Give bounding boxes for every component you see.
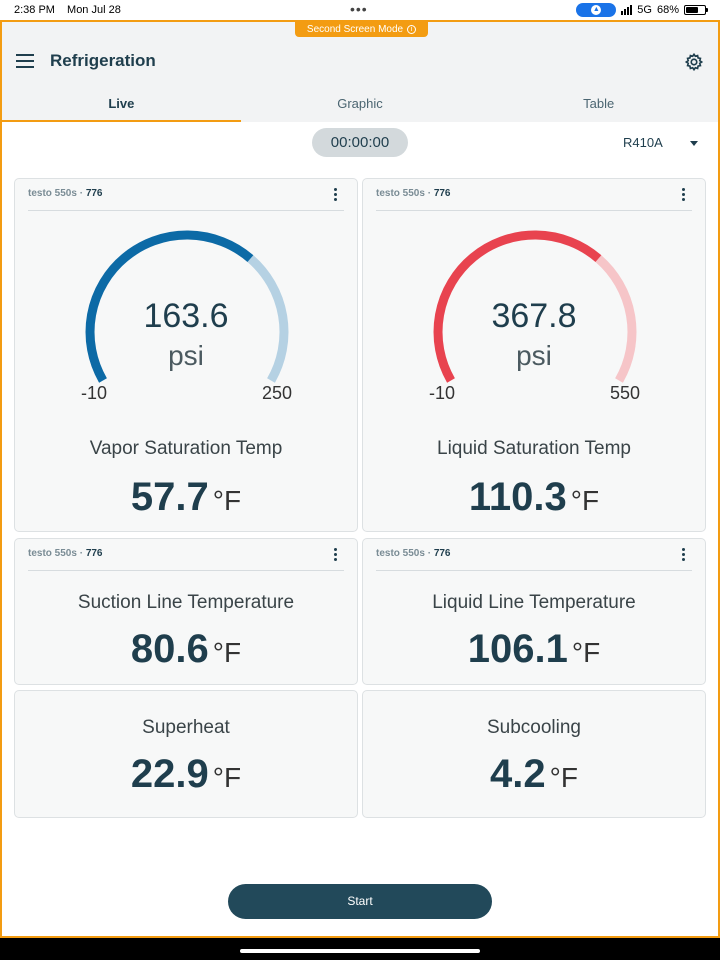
divider xyxy=(28,210,344,211)
card-device-label: testo 550s · 776 xyxy=(28,548,103,559)
measurement-value: 22.9 °F xyxy=(130,752,242,796)
card-device-label: testo 550s · 776 xyxy=(28,188,103,199)
measurement-value: 4.2 °F xyxy=(490,752,578,796)
sensor-card-suction: testo 550s · 776 Suction Line Temperatur… xyxy=(14,538,358,685)
signal-icon xyxy=(621,5,633,15)
battery-percent: 68% xyxy=(656,4,679,16)
measurement-label: Subcooling xyxy=(486,717,582,738)
page-title: Refrigeration xyxy=(50,51,156,70)
network-type: 5G xyxy=(637,4,652,16)
app-window: Refrigeration Live Graphic Table Second … xyxy=(0,20,720,938)
measurement-value: 80.6 °F xyxy=(130,627,242,671)
gauge-min: -10 xyxy=(81,383,108,403)
tab-live[interactable]: Live xyxy=(2,88,241,122)
status-bar: 2:38 PM Mon Jul 28 ••• ▲ 5G 68% xyxy=(0,0,720,20)
calc-card-subcooling: Subcooling 4.2 °F xyxy=(362,690,706,818)
sensor-card-liquid-line: testo 550s · 776 Liquid Line Temperature… xyxy=(362,538,706,685)
tab-table[interactable]: Table xyxy=(583,96,615,111)
battery-icon xyxy=(684,5,708,15)
calc-card-superheat: Superheat 22.9 °F xyxy=(14,690,358,818)
start-button[interactable]: Start xyxy=(228,884,492,919)
hamburger-menu-icon[interactable] xyxy=(16,54,34,68)
gauge-dial xyxy=(433,230,637,383)
divider xyxy=(376,210,692,211)
status-date: Mon Jul 28 xyxy=(67,4,121,16)
gauge-unit: psi xyxy=(516,340,552,371)
measurement-label: Liquid Saturation Temp xyxy=(437,438,631,459)
divider xyxy=(376,570,692,571)
navigation-indicator-icon: ▲ xyxy=(576,3,617,17)
gauge-min: -10 xyxy=(429,383,456,403)
measurement-value: 106.1 °F xyxy=(467,627,601,671)
banner-text: Second Screen Mode xyxy=(306,23,404,35)
card-device-label: testo 550s · 776 xyxy=(376,188,451,199)
measurement-value: 57.7 °F xyxy=(130,475,242,519)
measurement-label: Vapor Saturation Temp xyxy=(89,438,283,459)
status-time: 2:38 PM xyxy=(14,4,55,16)
info-icon[interactable]: i xyxy=(407,24,417,34)
measurement-value: 110.3 °F xyxy=(468,475,600,519)
kebab-icon[interactable] xyxy=(679,548,687,564)
gauge-card-vapor: testo 550s · 776 163.6 psi -10 250 Vapor… xyxy=(14,178,358,532)
timer-display: 00:00:00 xyxy=(312,128,408,157)
kebab-icon[interactable] xyxy=(679,188,687,204)
gauge-value: 367.8 xyxy=(491,297,577,335)
gauge-value: 163.6 xyxy=(143,297,229,335)
home-indicator[interactable] xyxy=(240,949,480,953)
measurement-label: Liquid Line Temperature xyxy=(432,592,636,613)
gauge-card-liquid: testo 550s · 776 367.8 psi -10 550 Liqui… xyxy=(362,178,706,532)
app-header: Refrigeration Live Graphic Table xyxy=(2,22,718,122)
divider xyxy=(28,570,344,571)
gauge-fill xyxy=(85,230,254,383)
kebab-icon[interactable] xyxy=(331,188,339,204)
second-screen-banner: Second Screen Mode i xyxy=(295,21,428,37)
gauge-dial xyxy=(85,230,289,383)
refrigerant-select[interactable]: R410A xyxy=(623,135,663,150)
measurement-label: Suction Line Temperature xyxy=(77,592,295,613)
gear-icon[interactable] xyxy=(684,52,704,72)
tab-bar: Live Graphic Table xyxy=(2,88,718,122)
gauge-track xyxy=(247,255,289,383)
caret-down-icon[interactable] xyxy=(690,141,698,146)
gauge-fill xyxy=(433,230,602,383)
gauge-unit: psi xyxy=(168,340,204,371)
card-device-label: testo 550s · 776 xyxy=(376,548,451,559)
tab-graphic[interactable]: Graphic xyxy=(337,96,383,111)
kebab-icon[interactable] xyxy=(331,548,339,564)
multitasking-dots-icon[interactable]: ••• xyxy=(350,1,368,17)
measurement-label: Superheat xyxy=(142,717,230,738)
gauge-max: 250 xyxy=(262,383,293,403)
gauge-track xyxy=(595,255,637,383)
gauge-max: 550 xyxy=(610,383,641,403)
